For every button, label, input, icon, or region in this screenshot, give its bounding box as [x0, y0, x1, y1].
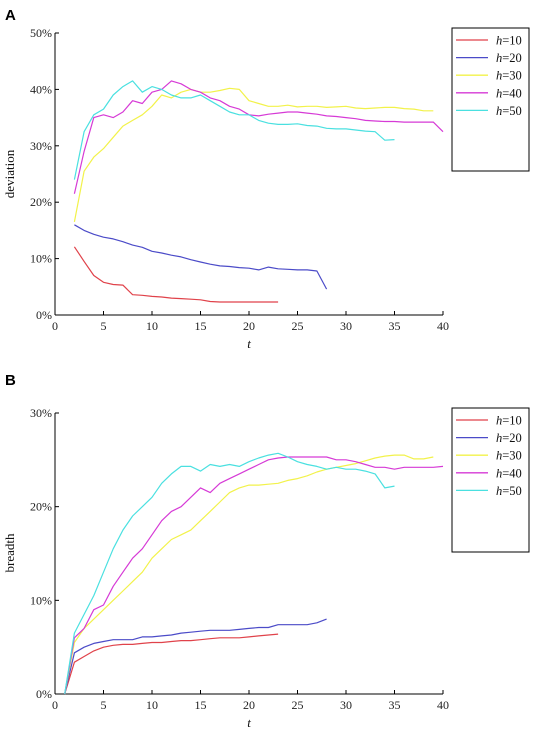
legend-entry: h=10: [496, 34, 522, 48]
legend-entry-var: h: [496, 484, 502, 498]
legend-entry-value: =20: [502, 51, 522, 65]
x-tick-label: 30: [340, 698, 352, 712]
x-tick-label: 40: [437, 319, 449, 333]
legend-entry-value: =30: [502, 69, 522, 83]
x-axis-label: t: [247, 715, 251, 730]
y-tick-label: 20%: [30, 500, 52, 514]
series-line-h50: [73, 80, 395, 180]
x-tick-label: 20: [243, 698, 255, 712]
series-line-h40: [73, 80, 444, 194]
x-axis-label: t: [247, 336, 251, 351]
legend-entry-var: h: [496, 104, 502, 118]
legend-entry: h=30: [496, 449, 522, 463]
legend-entry: h=40: [496, 86, 522, 100]
x-tick-label: 10: [146, 319, 158, 333]
series-line-h30: [64, 454, 434, 695]
x-tick-label: 0: [52, 698, 58, 712]
y-tick-label: 20%: [30, 195, 52, 209]
legend-entry-var: h: [496, 51, 502, 65]
x-tick-label: 35: [389, 319, 401, 333]
legend-entry-value: =50: [502, 104, 522, 118]
y-tick-label: 0%: [36, 687, 52, 701]
x-tick-label: 15: [195, 698, 207, 712]
chart-panel-a: A 0 5 10 15 20 25 30 35 40 0% 10% 20% 30% 40% 50% t devia…: [2, 7, 530, 351]
legend-entry-var: h: [496, 431, 502, 445]
legend-entry-value: =40: [502, 86, 522, 100]
y-tick-label: 30%: [30, 139, 52, 153]
legend-entry-var: h: [496, 69, 502, 83]
x-tick-label: 40: [437, 698, 449, 712]
panel-label: B: [5, 372, 16, 389]
legend-entry-value: =20: [502, 431, 522, 445]
y-tick-label: 10%: [30, 252, 52, 266]
y-axis-label: breadth: [2, 533, 17, 572]
legend: h=10h=20h=30h=40h=50: [451, 27, 530, 172]
chart-panel-b: B0 5 10 15 20 25 30 35 400%10%20%30%tbreadthh=10…: [2, 372, 530, 730]
series-line-h40: [64, 456, 444, 695]
legend-entry-value: =50: [502, 484, 522, 498]
series-line-h10: [73, 246, 279, 303]
series-line-h30: [73, 87, 434, 223]
x-tick-label: 5: [101, 319, 107, 333]
legend-entry: h=50: [496, 484, 522, 498]
legend-entry-var: h: [496, 34, 502, 48]
legend-box: [451, 27, 530, 172]
y-axis-label: deviation: [2, 149, 17, 198]
y-tick-label: 30%: [30, 406, 52, 420]
series-line-h10: [64, 633, 279, 695]
legend-entry-value: =10: [502, 34, 522, 48]
legend-entry: h=30: [496, 69, 522, 83]
y-tick-label: 10%: [30, 593, 52, 607]
legend-entry: h=20: [496, 431, 522, 445]
x-tick-label: 15: [195, 319, 207, 333]
x-tick-label: 10: [146, 698, 158, 712]
legend-entry: h=40: [496, 466, 522, 480]
x-tick-label: 25: [292, 319, 304, 333]
y-tick-label: 50%: [30, 26, 52, 40]
legend-entry-value: =30: [502, 449, 522, 463]
y-tick-label: 40%: [30, 82, 52, 96]
legend-box: [451, 407, 530, 553]
series-line-h20: [74, 224, 328, 290]
x-tick-label: 20: [243, 319, 255, 333]
legend-entry-value: =10: [502, 414, 522, 428]
legend-entry: h=20: [496, 51, 522, 65]
legend-entry-var: h: [496, 449, 502, 463]
legend-entry: h=50: [496, 104, 522, 118]
panel-label: A: [5, 7, 16, 24]
series-line-h20: [64, 618, 327, 695]
x-tick-label: 25: [292, 698, 304, 712]
x-tick-label: 5: [101, 698, 107, 712]
legend: h=10h=20h=30h=40h=50: [451, 407, 530, 553]
series-line-h50: [64, 452, 395, 695]
legend-entry-var: h: [496, 414, 502, 428]
legend-entry-value: =40: [502, 466, 522, 480]
x-tick-label: 35: [389, 698, 401, 712]
x-tick-label: 0: [52, 319, 58, 333]
y-tick-label: 0%: [36, 308, 52, 322]
x-tick-label: 30: [340, 319, 352, 333]
legend-entry-var: h: [496, 86, 502, 100]
legend-entry: h=10: [496, 414, 522, 428]
legend-entry-var: h: [496, 466, 502, 480]
